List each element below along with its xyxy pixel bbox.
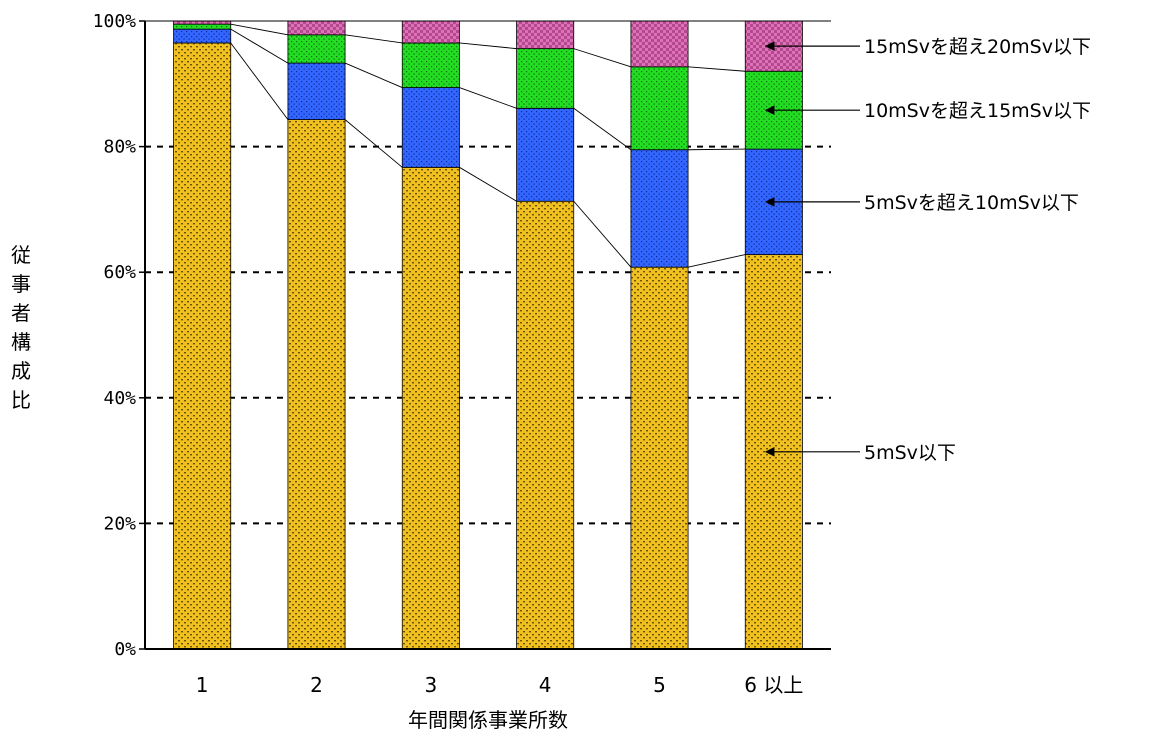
bar-segment	[516, 48, 575, 109]
y-tick-label: 80%	[103, 137, 136, 158]
legend-label: 5mSv以下	[864, 442, 956, 464]
bar-segment	[516, 107, 575, 202]
x-tick-label: 6 以上	[744, 673, 803, 697]
connector-line	[345, 34, 403, 44]
legend-label: 5mSvを超え10mSv以下	[864, 192, 1079, 214]
connector-line	[573, 107, 632, 151]
legend-label: 10mSvを超え15mSv以下	[864, 100, 1091, 122]
y-axis-label-char: 成	[11, 359, 31, 383]
bars	[173, 20, 803, 650]
bar-segment	[630, 66, 689, 151]
y-tick-label: 100%	[93, 11, 137, 32]
connector-line	[573, 48, 632, 68]
series-connector-lines	[230, 23, 746, 268]
connector-line	[687, 254, 746, 268]
bar-segment	[401, 42, 460, 88]
bar-segment	[173, 42, 232, 650]
bar-segment	[287, 34, 346, 64]
x-tick-label: 3	[424, 673, 437, 697]
gridlines	[145, 145, 831, 525]
connector-line	[459, 166, 517, 202]
bar-segment	[516, 20, 575, 50]
bar-segment	[401, 87, 460, 168]
y-tick-label: 20%	[103, 513, 136, 534]
bar-segment	[630, 149, 689, 268]
bar-segment	[173, 23, 232, 30]
x-tick-label: 1	[196, 673, 209, 697]
connector-line	[688, 148, 746, 151]
y-tick-label: 0%	[114, 639, 136, 660]
bar-segment	[287, 119, 346, 650]
x-tick-label: 5	[653, 673, 666, 697]
y-tick-label: 40%	[103, 388, 136, 409]
bar-segment	[516, 200, 575, 650]
bar-segment	[287, 62, 346, 120]
bar-segment	[173, 28, 232, 44]
y-tick-label: 60%	[103, 262, 136, 283]
x-tick-label: 2	[310, 673, 323, 697]
bar-segment	[630, 266, 689, 650]
bar-segment	[630, 20, 689, 68]
y-axis-label-char: 従	[11, 243, 31, 267]
y-axis-ticks: 0% 20% 40% 60% 80% 100%	[93, 11, 145, 660]
connector-line	[459, 42, 517, 50]
y-axis-label-char: 比	[11, 388, 31, 412]
x-axis-categories: 1 2 3 4 5 6 以上	[196, 673, 804, 697]
connector-line	[230, 23, 288, 36]
connector-line	[459, 87, 517, 109]
bar-segment	[401, 20, 460, 44]
connector-line	[230, 28, 289, 64]
legend-label: 15mSvを超え20mSv以下	[864, 36, 1091, 58]
connector-line	[573, 200, 632, 268]
bar-segment	[287, 20, 346, 36]
x-tick-label: 4	[539, 673, 552, 697]
x-axis-label: 年間関係事業所数	[408, 708, 568, 732]
connector-line	[230, 42, 289, 120]
connector-line	[688, 66, 746, 72]
y-axis-label-char: 事	[11, 272, 31, 296]
y-axis-label-char: 者	[11, 301, 31, 325]
bar-segment	[401, 166, 460, 650]
legend: 15mSvを超え20mSv以下 10mSvを超え15mSv以下 5mSvを超え10m…	[764, 36, 1091, 464]
y-axis-label-char: 構	[11, 330, 31, 354]
connector-line	[344, 62, 403, 88]
connector-line	[344, 119, 403, 168]
